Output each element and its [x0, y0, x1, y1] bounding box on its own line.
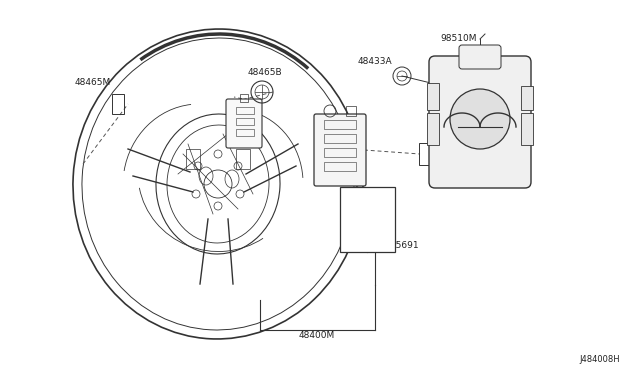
Text: J484008H: J484008H [579, 355, 620, 364]
FancyBboxPatch shape [521, 113, 533, 145]
Text: 48433A: 48433A [358, 57, 392, 66]
FancyBboxPatch shape [429, 56, 531, 188]
Text: 48465B: 48465B [248, 68, 283, 77]
FancyBboxPatch shape [427, 113, 439, 145]
FancyBboxPatch shape [427, 83, 439, 110]
Text: 98510M: 98510M [440, 34, 477, 43]
Text: 25691: 25691 [390, 241, 419, 250]
Ellipse shape [450, 89, 510, 149]
Text: 48465M: 48465M [438, 163, 474, 171]
Text: 48400M: 48400M [299, 331, 335, 340]
FancyBboxPatch shape [340, 187, 395, 252]
Text: 48465M: 48465M [75, 77, 111, 87]
FancyBboxPatch shape [459, 45, 501, 69]
FancyBboxPatch shape [521, 86, 533, 110]
FancyBboxPatch shape [314, 114, 366, 186]
FancyBboxPatch shape [226, 99, 262, 148]
